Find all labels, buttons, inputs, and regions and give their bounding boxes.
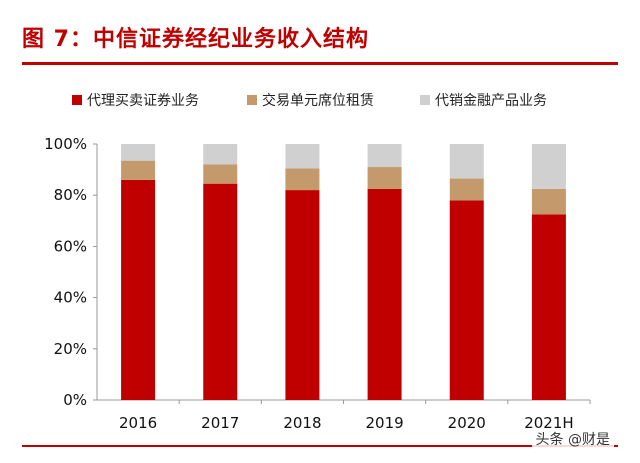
bar-segment-2 bbox=[449, 178, 484, 201]
bar-segment-2 bbox=[367, 167, 402, 189]
legend-label: 代理买卖证券业务 bbox=[87, 93, 199, 109]
title-bar: 图 7：中信证券经纪业务收入结构 bbox=[22, 22, 618, 65]
legend-swatch bbox=[72, 95, 82, 105]
legend-label: 代销金融产品业务 bbox=[435, 93, 547, 109]
bar-segment-2 bbox=[203, 164, 238, 184]
bar-segment-1 bbox=[121, 179, 156, 400]
y-tick-label: 60% bbox=[54, 237, 87, 255]
chart-title: 图 7：中信证券经纪业务收入结构 bbox=[22, 27, 369, 52]
x-tick-label: 2016 bbox=[119, 414, 157, 432]
bar-segment-3 bbox=[367, 144, 402, 168]
bar-segment-2 bbox=[531, 188, 566, 215]
bar-segment-3 bbox=[531, 144, 566, 189]
bar-segment-2 bbox=[285, 168, 320, 191]
x-tick-label: 2020 bbox=[448, 414, 486, 432]
x-tick-label: 2017 bbox=[201, 414, 239, 432]
y-tick-label: 100% bbox=[44, 135, 87, 153]
bar-segment-3 bbox=[121, 144, 156, 161]
bar-segment-1 bbox=[367, 188, 402, 400]
bar-segment-1 bbox=[531, 214, 566, 400]
bar-segment-3 bbox=[285, 144, 320, 169]
bar-segment-1 bbox=[203, 183, 238, 400]
legend-swatch bbox=[247, 95, 257, 105]
y-tick-label: 0% bbox=[63, 391, 87, 409]
x-tick-label: 2018 bbox=[283, 414, 321, 432]
bar-segment-3 bbox=[203, 144, 238, 165]
legend-swatch bbox=[420, 95, 430, 105]
bar-segment-1 bbox=[285, 190, 320, 400]
bar-segment-1 bbox=[449, 200, 484, 400]
bar-segment-3 bbox=[449, 144, 484, 179]
x-tick-label: 2021H bbox=[524, 414, 573, 432]
y-tick-label: 80% bbox=[54, 186, 87, 204]
legend-label: 交易单元席位租赁 bbox=[262, 92, 374, 109]
y-tick-label: 40% bbox=[54, 289, 87, 307]
watermark: 头条 @财是 bbox=[531, 428, 614, 450]
x-tick-label: 2019 bbox=[365, 414, 403, 432]
y-tick-label: 20% bbox=[54, 340, 87, 358]
bar-segment-2 bbox=[121, 160, 156, 180]
bottom-rule bbox=[22, 445, 618, 447]
